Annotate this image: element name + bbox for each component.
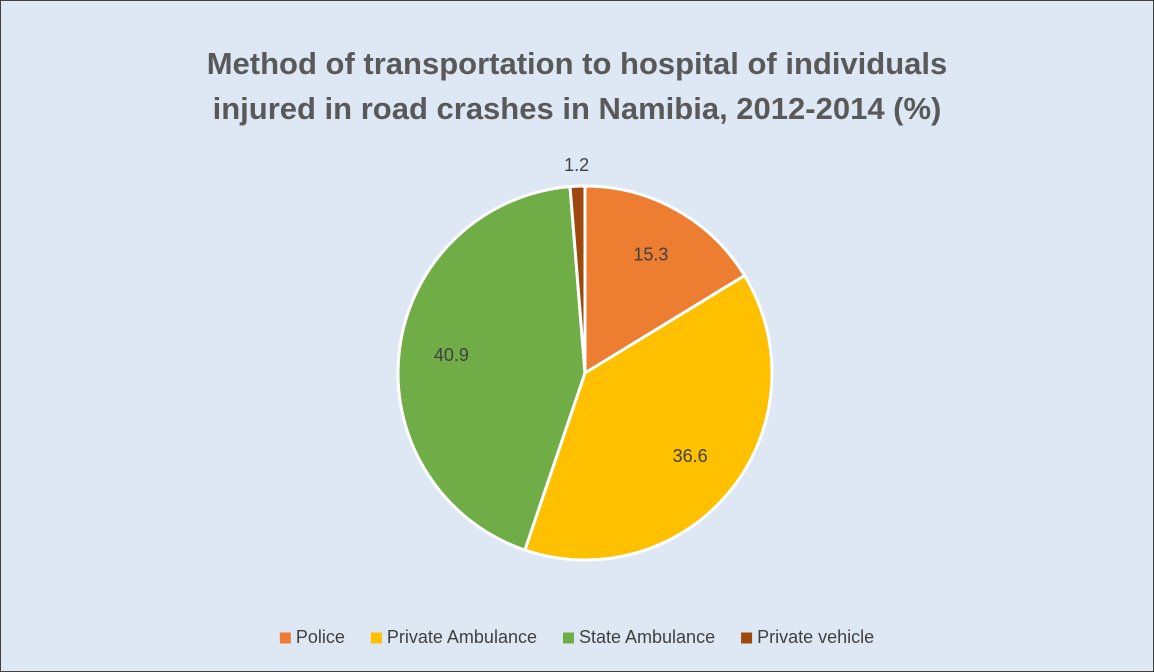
legend-label: Police: [296, 627, 345, 647]
legend-swatch: [279, 632, 291, 644]
data-label: 36.6: [673, 446, 708, 466]
legend-swatch: [562, 632, 574, 644]
pie-slice: [396, 184, 587, 552]
pie-slice: [522, 273, 774, 562]
legend-swatch: [741, 632, 753, 644]
data-label: 40.9: [434, 345, 469, 365]
legend-swatch: [370, 632, 382, 644]
legend-label: Private Ambulance: [387, 627, 537, 647]
data-label: 1.2: [564, 155, 589, 175]
legend-label: State Ambulance: [579, 627, 715, 647]
chart-title: Method of transportation to hospital of …: [206, 46, 948, 126]
title-box: Method of transportation to hospital of …: [1, 41, 1153, 131]
legend-label: Private vehicle: [757, 627, 874, 647]
data-label: 15.3: [633, 244, 668, 264]
pie-slice: [568, 184, 587, 374]
pie-slice: [583, 184, 747, 376]
